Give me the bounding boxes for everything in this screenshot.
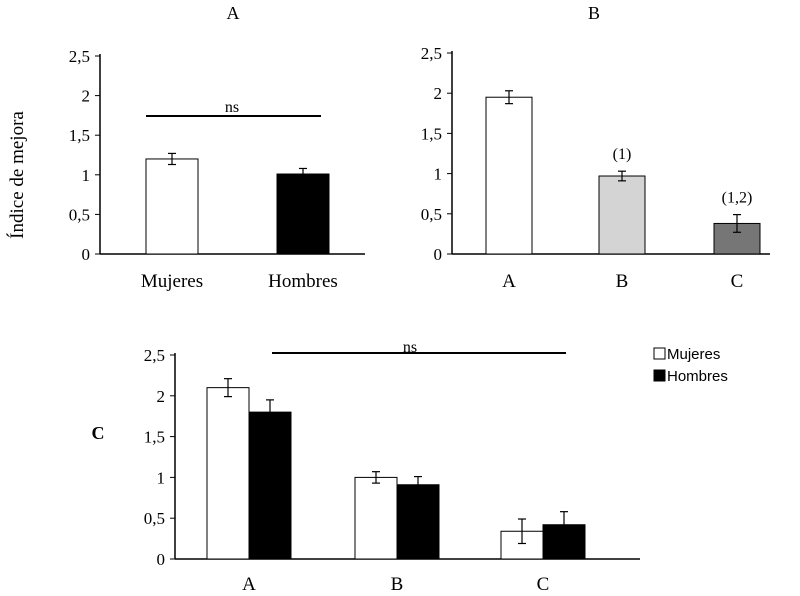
panel-c-bar-hombres — [396, 484, 440, 560]
panel-a-bar — [145, 158, 199, 255]
panel-c-ytick-label: 0 — [157, 550, 166, 569]
panel-a-ytick-label: 2,5 — [69, 47, 90, 66]
panel-b-ytick-label: 0,5 — [421, 205, 442, 224]
panel-c-category-label: C — [537, 574, 550, 595]
panel-b-ytick-label: 2,5 — [421, 44, 442, 63]
panel-c-bar-mujeres — [354, 476, 398, 560]
legend: Mujeres Hombres — [653, 346, 728, 385]
panel-b-ytick-label: 1,5 — [421, 124, 442, 143]
panel-b-title: B — [588, 3, 600, 23]
panel-b-bar — [598, 175, 646, 255]
panel-c-category-label: B — [391, 574, 404, 595]
panel-c-bar-hombres — [248, 411, 292, 560]
panel-c-title: C — [92, 423, 105, 443]
panel-a-ytick-label: 1 — [82, 166, 91, 185]
panel-c-category-label: A — [242, 574, 256, 595]
panel-a-category-label: Mujeres — [141, 271, 203, 292]
panel-c-ytick-label: 2 — [157, 387, 166, 406]
ns-label-c: ns — [403, 339, 417, 356]
panel-b-category-label: B — [616, 271, 629, 292]
panel-c-ytick-label: 1,5 — [144, 428, 165, 447]
panel-a-bar — [276, 173, 330, 255]
panel-a-category-label: Hombres — [268, 271, 338, 292]
panel-b-ytick-label: 2 — [434, 84, 443, 103]
legend-swatch-hombres — [653, 369, 666, 382]
legend-swatch-mujeres — [653, 347, 666, 360]
panel-c-ytick-label: 0,5 — [144, 509, 165, 528]
panel-a-ytick-label: 2 — [82, 87, 91, 106]
panel-c-ytick-label: 2,5 — [144, 346, 165, 365]
panel-b-category-label: A — [502, 271, 516, 292]
panel-b-bar — [485, 96, 533, 255]
panel-b-bar-label: (1) — [613, 146, 632, 163]
legend-label-mujeres: Mujeres — [667, 346, 720, 363]
panel-a-ytick-label: 0,5 — [69, 205, 90, 224]
panel-a-title: A — [227, 3, 240, 23]
panel-b-ytick-label: 0 — [434, 245, 443, 264]
panel-a-ytick-label: 0 — [82, 245, 91, 264]
panel-b-ytick-label: 1 — [434, 165, 443, 184]
panel-b-category-label: C — [731, 271, 744, 292]
panel-b-bar-label: (1,2) — [722, 190, 753, 207]
panel-a-ytick-label: 1,5 — [69, 126, 90, 145]
ns-label-a: ns — [225, 99, 239, 116]
panel-c-bar-mujeres — [206, 387, 250, 560]
legend-label-hombres: Hombres — [667, 368, 728, 385]
y-axis-label: Índice de mejora — [6, 111, 28, 239]
panel-c-ytick-label: 1 — [157, 468, 166, 487]
